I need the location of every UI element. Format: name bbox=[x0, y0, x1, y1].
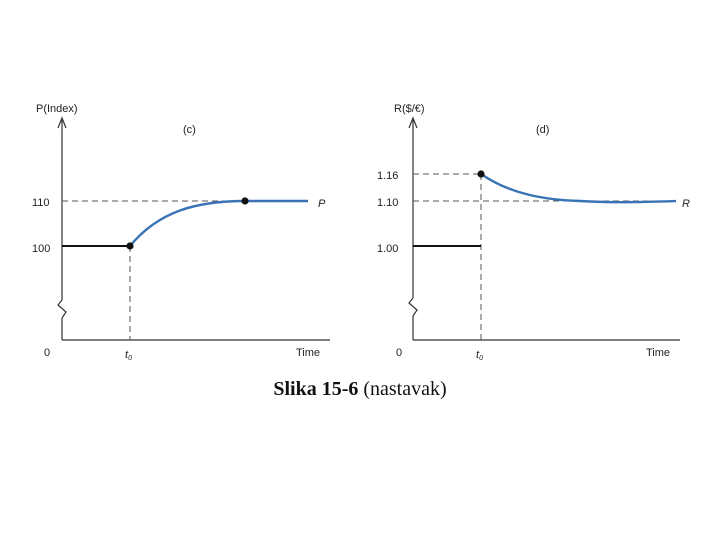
panel-d-ytick-100: 1.00 bbox=[377, 243, 398, 255]
panel-d: R($/€) (d) 1.16 1.10 1.00 0 t0 Time R bbox=[377, 103, 690, 362]
panel-c-title: (c) bbox=[183, 124, 196, 136]
panel-d-jump-dot bbox=[477, 170, 485, 178]
panel-d-axis-break bbox=[408, 297, 418, 317]
panel-d-t0-letter: t bbox=[476, 349, 480, 361]
caption-rest: (nastavak) bbox=[363, 378, 447, 400]
panel-d-origin: 0 bbox=[396, 347, 402, 359]
caption-bold: Slika 15-6 bbox=[273, 378, 359, 400]
panel-d-ylabel: R($/€) bbox=[394, 103, 425, 115]
panel-c-end-dot bbox=[241, 197, 249, 205]
panel-c-series-label: P bbox=[318, 198, 326, 210]
panel-c-xlabel: Time bbox=[296, 347, 320, 359]
panel-c: P(Index) (c) 110 100 0 t0 Time P bbox=[32, 103, 330, 362]
panel-c-t0: t0 bbox=[125, 349, 132, 362]
panel-c-start-dot bbox=[126, 242, 134, 250]
panel-d-ytick-110: 1.10 bbox=[377, 197, 398, 209]
panel-c-t0-sub: 0 bbox=[128, 355, 132, 362]
panel-c-origin: 0 bbox=[44, 347, 50, 359]
panel-d-title: (d) bbox=[536, 124, 549, 136]
panel-d-curve bbox=[480, 173, 677, 204]
figure-caption: Slika 15-6 (nastavak) bbox=[0, 378, 720, 401]
panel-d-t0: t0 bbox=[476, 349, 483, 362]
panel-d-t0-sub: 0 bbox=[479, 355, 483, 362]
panel-c-axis-break bbox=[57, 299, 67, 319]
panel-d-y-axis-arrow bbox=[408, 116, 418, 129]
panel-c-t0-letter: t bbox=[125, 349, 129, 361]
panel-d-ytick-116: 1.16 bbox=[377, 170, 398, 182]
panel-c-ylabel: P(Index) bbox=[36, 103, 78, 115]
panel-d-series-label: R bbox=[682, 198, 690, 210]
panel-c-ytick-110: 110 bbox=[32, 197, 50, 209]
panel-c-curve bbox=[129, 199, 308, 247]
panel-c-ytick-100: 100 bbox=[32, 243, 50, 255]
panel-d-xlabel: Time bbox=[646, 347, 670, 359]
panel-c-y-axis-arrow bbox=[57, 116, 67, 129]
